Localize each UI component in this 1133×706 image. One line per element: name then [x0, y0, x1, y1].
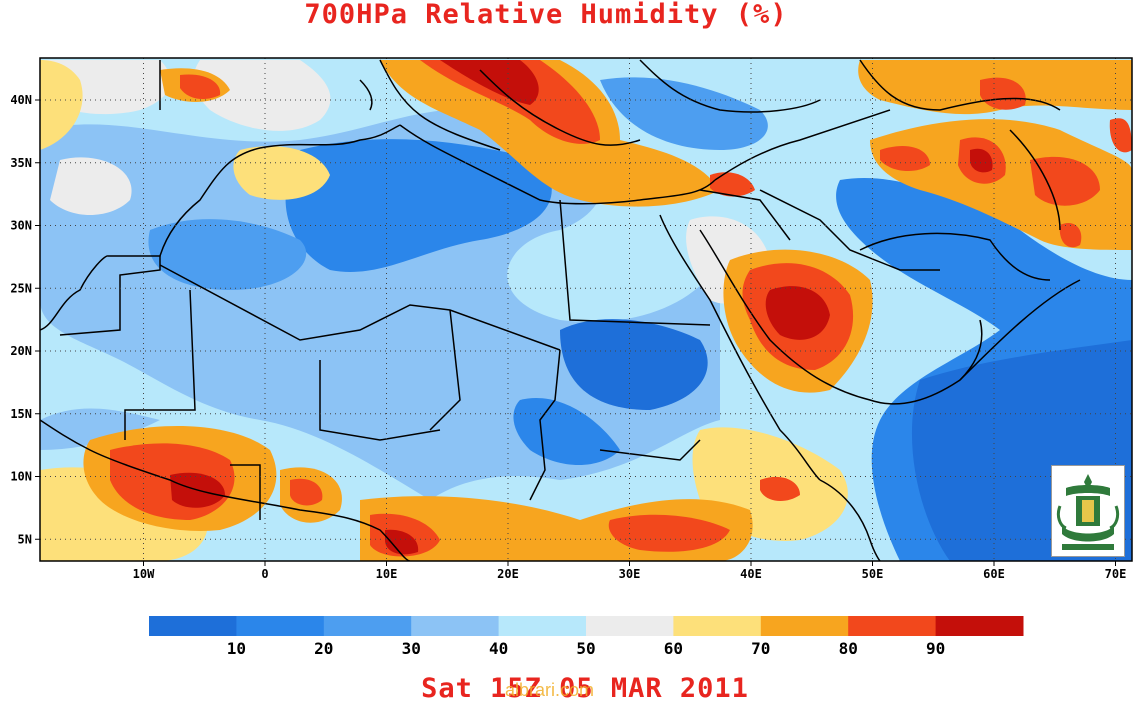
- lon-tick-label: 10E: [376, 567, 398, 581]
- colorbar-label: 70: [751, 639, 770, 658]
- valid-time: Sat 15Z 05 MAR 2011: [421, 673, 749, 704]
- colorbar-swatch: [673, 616, 762, 636]
- colorbar-swatch: [848, 616, 937, 636]
- colorbar-swatch: [149, 616, 237, 636]
- lat-tick-label: 20N: [10, 344, 32, 358]
- colorbar-swatch: [760, 616, 849, 636]
- lon-tick-label: 60E: [983, 567, 1005, 581]
- lat-tick-label: 25N: [10, 281, 32, 295]
- colorbar-label: 60: [664, 639, 683, 658]
- latitude-axis: 40N 35N 30N 25N 20N 15N 10N 5N: [10, 93, 40, 546]
- longitude-axis: 10W 0 10E 20E 30E 40E 50E 60E 70E: [133, 561, 1127, 581]
- colorbar-swatch: [411, 616, 500, 636]
- colorbar-swatch: [935, 616, 1024, 636]
- lon-tick-label: 0: [261, 567, 268, 581]
- colorbar-label: 90: [926, 639, 945, 658]
- watermark: albrari.com: [505, 680, 595, 700]
- map-frame: [39, 57, 1133, 562]
- colorbar-label: 10: [227, 639, 246, 658]
- lon-tick-label: 70E: [1105, 567, 1127, 581]
- colorbar: 10 20 30 40 50 60 70 80 90: [149, 616, 1024, 658]
- colorbar-label: 30: [402, 639, 421, 658]
- colorbar-swatch: [586, 616, 674, 636]
- lat-tick-label: 5N: [18, 532, 32, 546]
- colorbar-label: 80: [839, 639, 858, 658]
- university-emblem-icon: [1051, 465, 1125, 557]
- lat-tick-label: 35N: [10, 156, 32, 170]
- colorbar-label: 40: [489, 639, 508, 658]
- lat-tick-label: 15N: [10, 407, 32, 421]
- humidity-field: [40, 58, 1132, 561]
- lon-tick-label: 10W: [133, 567, 155, 581]
- lon-tick-label: 30E: [619, 567, 641, 581]
- colorbar-label: 20: [314, 639, 333, 658]
- lon-tick-label: 20E: [497, 567, 519, 581]
- colorbar-swatch: [323, 616, 412, 636]
- lon-tick-label: 50E: [862, 567, 884, 581]
- graticule: [40, 58, 1132, 561]
- lon-tick-label: 40E: [740, 567, 762, 581]
- colorbar-label: 50: [576, 639, 595, 658]
- colorbar-swatch: [236, 616, 325, 636]
- lat-tick-label: 30N: [10, 219, 32, 233]
- coastlines: [40, 59, 1081, 561]
- lat-tick-label: 10N: [10, 470, 32, 484]
- map-title: 700HPa Relative Humidity (%): [304, 0, 788, 30]
- lat-tick-label: 40N: [10, 93, 32, 107]
- colorbar-swatch: [498, 616, 587, 636]
